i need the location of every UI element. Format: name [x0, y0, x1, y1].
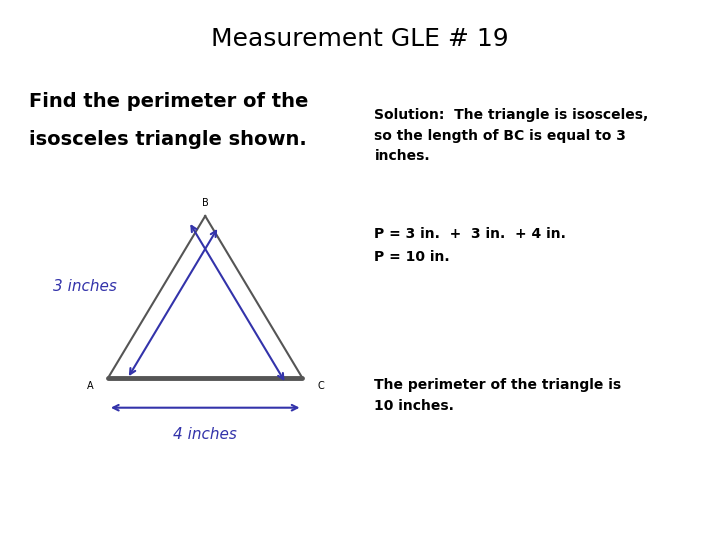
Text: Solution:  The triangle is isosceles,
so the length of BC is equal to 3
inches.: Solution: The triangle is isosceles, so … [374, 108, 649, 163]
Text: C: C [317, 381, 324, 391]
Text: A: A [86, 381, 94, 391]
Text: isosceles triangle shown.: isosceles triangle shown. [29, 130, 307, 148]
Text: Find the perimeter of the: Find the perimeter of the [29, 92, 308, 111]
Text: Measurement GLE # 19: Measurement GLE # 19 [211, 27, 509, 51]
Text: The perimeter of the triangle is
10 inches.: The perimeter of the triangle is 10 inch… [374, 378, 621, 413]
Text: P = 3 in.  +  3 in.  + 4 in.
P = 10 in.: P = 3 in. + 3 in. + 4 in. P = 10 in. [374, 227, 566, 264]
Text: 4 inches: 4 inches [174, 427, 237, 442]
Text: B: B [202, 198, 209, 208]
Text: 3 inches: 3 inches [53, 279, 117, 294]
